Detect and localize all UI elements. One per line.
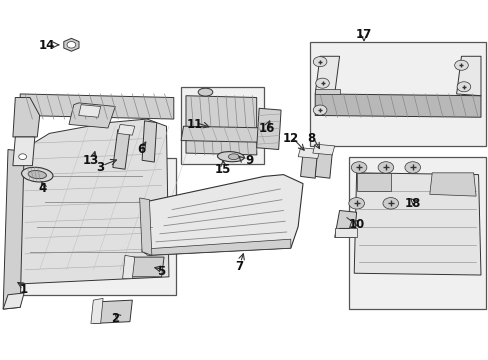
Polygon shape <box>122 255 135 279</box>
Text: 13: 13 <box>82 154 99 167</box>
Ellipse shape <box>28 171 46 179</box>
Ellipse shape <box>21 167 53 182</box>
Text: 17: 17 <box>355 28 371 41</box>
Text: 2: 2 <box>111 311 119 325</box>
Polygon shape <box>91 298 103 323</box>
Text: 9: 9 <box>245 154 253 167</box>
Circle shape <box>454 60 468 70</box>
Text: 12: 12 <box>282 132 298 145</box>
Polygon shape <box>3 149 24 309</box>
Text: 8: 8 <box>307 132 315 145</box>
Polygon shape <box>13 137 35 166</box>
Polygon shape <box>315 151 331 178</box>
Polygon shape <box>256 108 281 149</box>
Polygon shape <box>300 153 317 178</box>
Bar <box>310 42 485 146</box>
Circle shape <box>377 162 393 173</box>
Polygon shape <box>181 126 268 142</box>
Text: 18: 18 <box>404 197 420 210</box>
Polygon shape <box>142 121 157 162</box>
Polygon shape <box>142 175 303 255</box>
Polygon shape <box>140 198 152 255</box>
Polygon shape <box>429 173 475 196</box>
Circle shape <box>67 41 76 48</box>
Polygon shape <box>356 173 390 191</box>
Ellipse shape <box>217 152 244 162</box>
Polygon shape <box>353 173 480 275</box>
Polygon shape <box>315 94 480 117</box>
Circle shape <box>404 162 420 173</box>
Circle shape <box>313 105 326 115</box>
Circle shape <box>350 162 366 173</box>
Polygon shape <box>69 103 115 128</box>
Polygon shape <box>334 228 356 237</box>
Ellipse shape <box>228 154 239 159</box>
Polygon shape <box>315 56 339 94</box>
Polygon shape <box>93 300 132 323</box>
Polygon shape <box>79 105 101 117</box>
Polygon shape <box>130 257 163 277</box>
Text: 11: 11 <box>186 118 203 131</box>
Text: 3: 3 <box>97 161 104 174</box>
Circle shape <box>348 198 364 209</box>
Polygon shape <box>13 98 40 137</box>
Polygon shape <box>18 119 168 284</box>
Text: 5: 5 <box>157 265 165 278</box>
Bar <box>10 158 176 295</box>
Circle shape <box>19 154 26 159</box>
Ellipse shape <box>198 88 212 96</box>
Text: 10: 10 <box>348 218 364 231</box>
Bar <box>181 87 264 164</box>
Text: 15: 15 <box>214 163 230 176</box>
Text: 14: 14 <box>39 39 55 52</box>
Text: 6: 6 <box>137 143 145 156</box>
Text: 4: 4 <box>38 183 46 195</box>
Polygon shape <box>315 89 339 94</box>
Polygon shape <box>185 96 256 155</box>
Polygon shape <box>298 148 320 158</box>
Polygon shape <box>3 293 24 309</box>
Circle shape <box>456 82 470 92</box>
Polygon shape <box>334 211 356 237</box>
Polygon shape <box>456 56 480 96</box>
Text: 7: 7 <box>235 260 243 273</box>
Text: 1: 1 <box>20 283 28 296</box>
Circle shape <box>313 57 326 67</box>
Circle shape <box>315 78 329 88</box>
Polygon shape <box>113 130 130 169</box>
Polygon shape <box>312 144 334 155</box>
Polygon shape <box>147 239 290 255</box>
Circle shape <box>382 198 398 209</box>
Polygon shape <box>118 125 135 135</box>
Text: 16: 16 <box>258 122 274 135</box>
Polygon shape <box>20 94 173 119</box>
Bar <box>348 157 485 309</box>
